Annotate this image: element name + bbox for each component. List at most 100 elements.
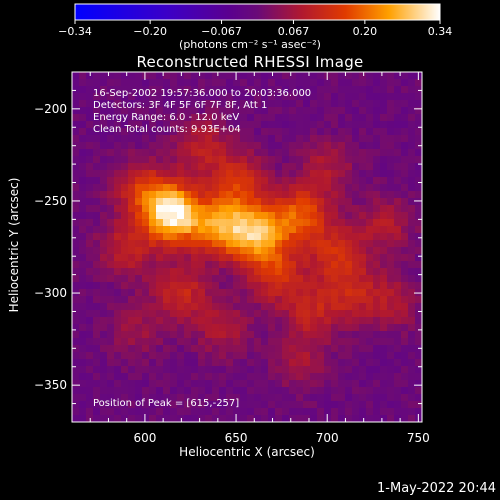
- heatmap-cell: [338, 86, 346, 94]
- heatmap-cell: [93, 156, 101, 164]
- heatmap-cell: [163, 184, 171, 192]
- heatmap-cell: [296, 191, 304, 199]
- heatmap-cell: [128, 296, 136, 304]
- heatmap-cell: [261, 114, 269, 122]
- heatmap-cell: [72, 366, 80, 374]
- heatmap-cell: [114, 86, 122, 94]
- heatmap-cell: [282, 387, 290, 395]
- heatmap-cell: [240, 317, 248, 325]
- heatmap-cell: [331, 114, 339, 122]
- heatmap-cell: [142, 401, 150, 409]
- heatmap-cell: [149, 331, 157, 339]
- heatmap-cell: [373, 79, 381, 87]
- heatmap-cell: [310, 338, 318, 346]
- heatmap-cell: [226, 268, 234, 276]
- heatmap-cell: [345, 198, 353, 206]
- heatmap-cell: [359, 345, 367, 353]
- heatmap-cell: [275, 324, 283, 332]
- heatmap-cell: [359, 289, 367, 297]
- heatmap-cell: [268, 86, 276, 94]
- heatmap-cell: [233, 275, 241, 283]
- heatmap-cell: [338, 142, 346, 150]
- heatmap-cell: [100, 135, 108, 143]
- heatmap-cell: [282, 142, 290, 150]
- heatmap-cell: [401, 212, 409, 220]
- heatmap-cell: [107, 156, 115, 164]
- heatmap-cell: [79, 352, 87, 360]
- heatmap-cell: [415, 191, 423, 199]
- heatmap-cell: [261, 219, 269, 227]
- heatmap-cell: [303, 317, 311, 325]
- heatmap-cell: [247, 261, 255, 269]
- heatmap-cell: [317, 177, 325, 185]
- heatmap-cell: [345, 170, 353, 178]
- heatmap-cell: [135, 233, 143, 241]
- heatmap-cell: [149, 240, 157, 248]
- heatmap-cell: [191, 191, 199, 199]
- heatmap-image: [72, 72, 423, 423]
- heatmap-cell: [324, 212, 332, 220]
- heatmap-cell: [142, 380, 150, 388]
- heatmap-cell: [282, 233, 290, 241]
- heatmap-cell: [359, 142, 367, 150]
- heatmap-cell: [233, 72, 241, 80]
- heatmap-cell: [121, 226, 129, 234]
- heatmap-cell: [177, 394, 185, 402]
- heatmap-cell: [254, 387, 262, 395]
- heatmap-cell: [380, 72, 388, 80]
- heatmap-cell: [345, 282, 353, 290]
- heatmap-cell: [345, 401, 353, 409]
- heatmap-cell: [247, 177, 255, 185]
- heatmap-cell: [275, 387, 283, 395]
- heatmap-cell: [177, 387, 185, 395]
- heatmap-cell: [289, 142, 297, 150]
- heatmap-cell: [79, 408, 87, 416]
- heatmap-cell: [275, 135, 283, 143]
- heatmap-cell: [387, 387, 395, 395]
- heatmap-cell: [310, 331, 318, 339]
- heatmap-cell: [394, 79, 402, 87]
- heatmap-cell: [261, 289, 269, 297]
- heatmap-cell: [254, 289, 262, 297]
- heatmap-cell: [387, 72, 395, 80]
- heatmap-cell: [219, 156, 227, 164]
- heatmap-cell: [163, 408, 171, 416]
- heatmap-cell: [366, 240, 374, 248]
- heatmap-cell: [401, 380, 409, 388]
- heatmap-cell: [240, 191, 248, 199]
- heatmap-cell: [296, 261, 304, 269]
- heatmap-cell: [275, 128, 283, 136]
- heatmap-cell: [191, 275, 199, 283]
- axis-ticks: 600 650 700 750−200−250−300−350: [34, 71, 430, 445]
- heatmap-cell: [219, 408, 227, 416]
- heatmap-cell: [387, 338, 395, 346]
- heatmap-cell: [331, 240, 339, 248]
- heatmap-cell: [86, 163, 94, 171]
- heatmap-cell: [352, 163, 360, 171]
- heatmap-cell: [191, 93, 199, 101]
- heatmap-cell: [226, 261, 234, 269]
- heatmap-cell: [149, 184, 157, 192]
- heatmap-cell: [212, 191, 220, 199]
- heatmap-cell: [282, 303, 290, 311]
- heatmap-cell: [415, 247, 423, 255]
- heatmap-cell: [121, 289, 129, 297]
- heatmap-cell: [128, 359, 136, 367]
- heatmap-cell: [359, 310, 367, 318]
- heatmap-cell: [79, 170, 87, 178]
- heatmap-cell: [219, 121, 227, 129]
- heatmap-cell: [170, 408, 178, 416]
- heatmap-cell: [205, 310, 213, 318]
- heatmap-cell: [135, 142, 143, 150]
- heatmap-cell: [79, 380, 87, 388]
- heatmap-cell: [205, 352, 213, 360]
- heatmap-cell: [100, 289, 108, 297]
- heatmap-cell: [338, 100, 346, 108]
- heatmap-cell: [415, 394, 423, 402]
- heatmap-cell: [247, 163, 255, 171]
- heatmap-cell: [205, 135, 213, 143]
- heatmap-cell: [93, 219, 101, 227]
- heatmap-cell: [415, 282, 423, 290]
- colorbar-units: (photons cm⁻² s⁻¹ asec⁻²): [179, 38, 321, 51]
- heatmap-cell: [233, 205, 241, 213]
